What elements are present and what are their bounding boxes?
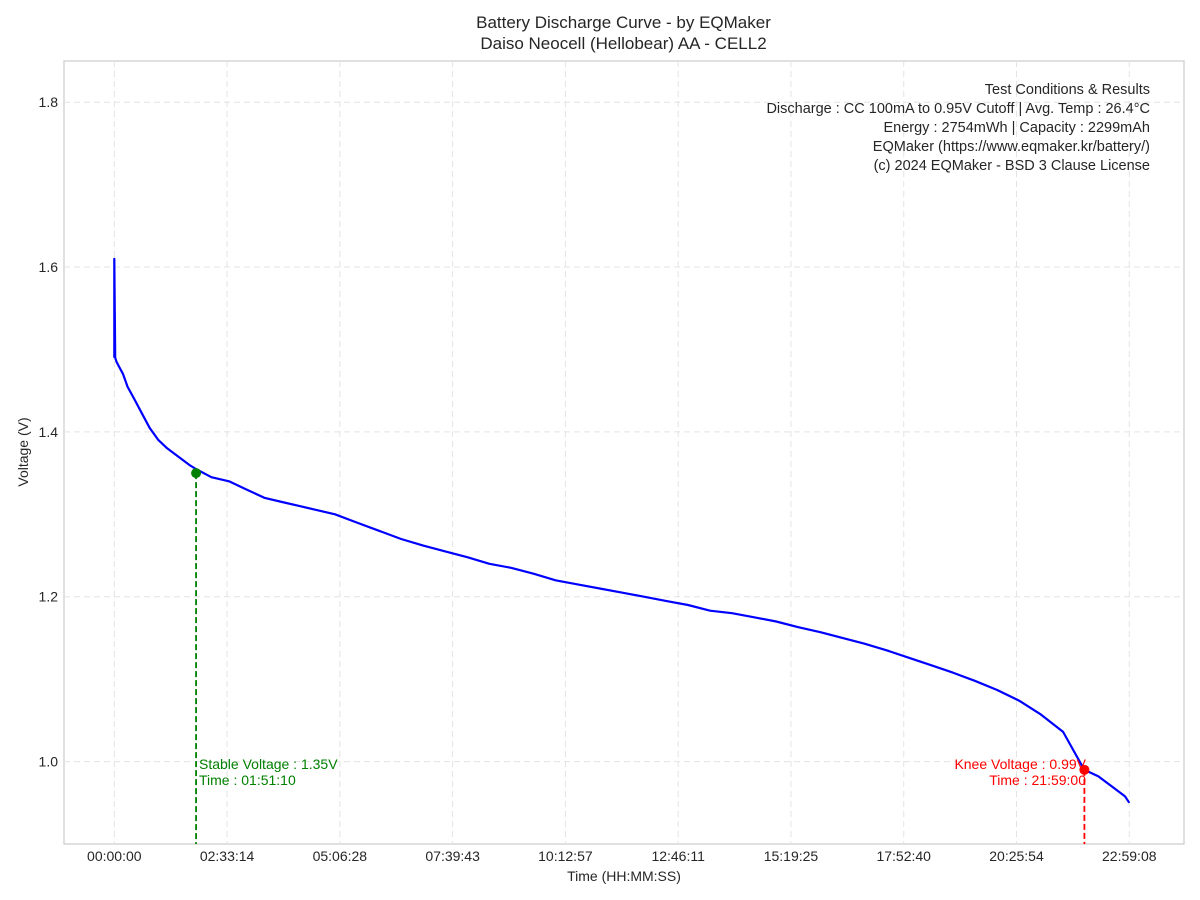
y-tick-label: 1.2 (39, 589, 59, 605)
knee-voltage-point (1079, 764, 1090, 775)
tick-labels: 00:00:00 02:33:14 05:06:28 07:39:43 10:12:57… (39, 94, 1157, 864)
stable-voltage-annotation: Stable Voltage : 1.35V Time : 01:51:10 (199, 756, 338, 788)
series-group (113, 257, 1131, 804)
x-tick-label: 07:39:43 (425, 848, 480, 864)
stable-voltage-text: Stable Voltage : 1.35V (199, 756, 338, 772)
plot-area (63, 60, 1185, 845)
info-discharge: Discharge : CC 100mA to 0.95V Cutoff | A… (766, 101, 1150, 117)
chart-title-line-1: Battery Discharge Curve - by EQMaker (476, 13, 771, 32)
x-tick-label: 05:06:28 (313, 848, 368, 864)
stable-time-text: Time : 01:51:10 (199, 772, 296, 788)
info-energy: Energy : 2754mWh | Capacity : 2299mAh (883, 120, 1150, 136)
knee-voltage-annotation: Knee Voltage : 0.99V Time : 21:59:00 (954, 756, 1086, 788)
x-tick-label: 10:12:57 (538, 848, 593, 864)
x-tick-label: 12:46:11 (651, 848, 705, 864)
y-tick-label: 1.0 (39, 754, 59, 770)
y-tick-label: 1.6 (39, 259, 59, 275)
x-tick-label: 22:59:08 (1102, 848, 1157, 864)
grid-lines (64, 61, 1184, 844)
x-tick-label: 17:52:40 (876, 848, 931, 864)
y-tick-label: 1.4 (39, 424, 59, 440)
x-tick-label: 15:19:25 (764, 848, 819, 864)
knee-time-text: Time : 21:59:00 (989, 772, 1086, 788)
test-conditions-box: Test Conditions & Results Discharge : CC… (766, 81, 1150, 176)
x-tick-label: 00:00:00 (87, 848, 142, 864)
chart-title-line-2: Daiso Neocell (Hellobear) AA - CELL2 (480, 34, 767, 53)
chart-title: Battery Discharge Curve - by EQMaker Dai… (0, 12, 1200, 54)
info-license: (c) 2024 EQMaker - BSD 3 Clause License (873, 158, 1150, 174)
info-title: Test Conditions & Results (984, 82, 1150, 98)
info-url: EQMaker (https://www.eqmaker.kr/battery/… (872, 139, 1150, 155)
x-axis-label: Time (HH:MM:SS) (567, 868, 681, 884)
marker-group (191, 468, 1090, 844)
x-tick-label: 02:33:14 (200, 848, 255, 864)
y-axis-label: Voltage (V) (15, 417, 31, 486)
x-tick-label: 20:25:54 (989, 848, 1044, 864)
knee-voltage-text: Knee Voltage : 0.99V (954, 756, 1086, 772)
stable-voltage-point (191, 468, 202, 479)
y-tick-label: 1.8 (39, 94, 59, 110)
discharge-series-line (113, 257, 1131, 804)
